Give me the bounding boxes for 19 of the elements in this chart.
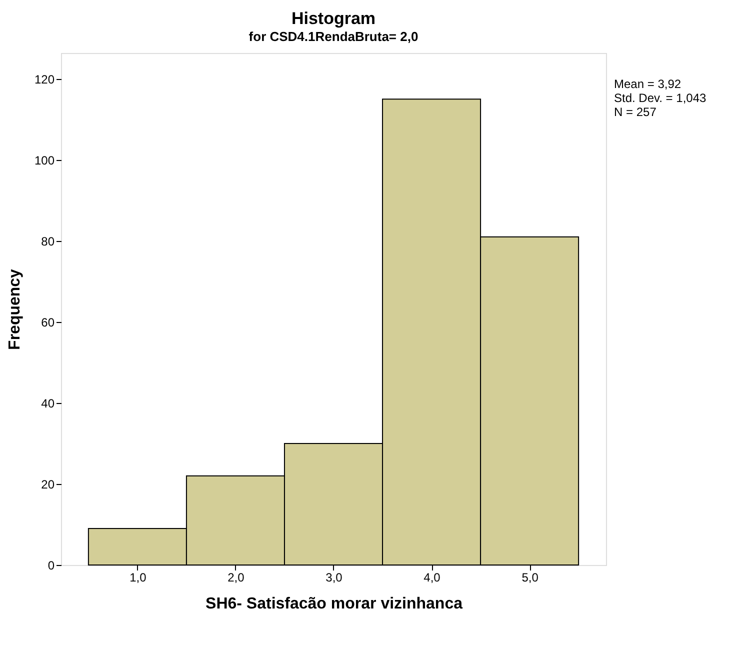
y-tick-label: 80 [41,234,55,248]
y-tick-label: 40 [41,396,55,410]
y-tick-label: 120 [34,72,55,86]
text: N = 257 [614,105,657,119]
chart-subtitle: for CSD4.1RendaBruta= 2,0 [248,29,418,44]
chart-title: Histogram [291,9,376,28]
y-axis-title: Frequency [6,268,24,350]
text: Mean = 3,92 [614,77,682,91]
x-tick-label: 2,0 [228,570,245,584]
y-tick-label: 0 [48,558,55,572]
x-tick-label: 5,0 [522,570,539,584]
x-tick-label: 3,0 [326,570,343,584]
x-tick-label: 4,0 [424,570,441,584]
x-axis-title: SH6- Satisfacão morar vizinhanca [206,596,463,612]
y-tick-label: 100 [34,153,55,168]
y-tick-label: 20 [41,477,55,492]
text: Std. Dev. = 1,043 [614,91,706,105]
y-tick-label: 60 [41,315,55,330]
x-tick-label: 1,0 [130,570,147,584]
